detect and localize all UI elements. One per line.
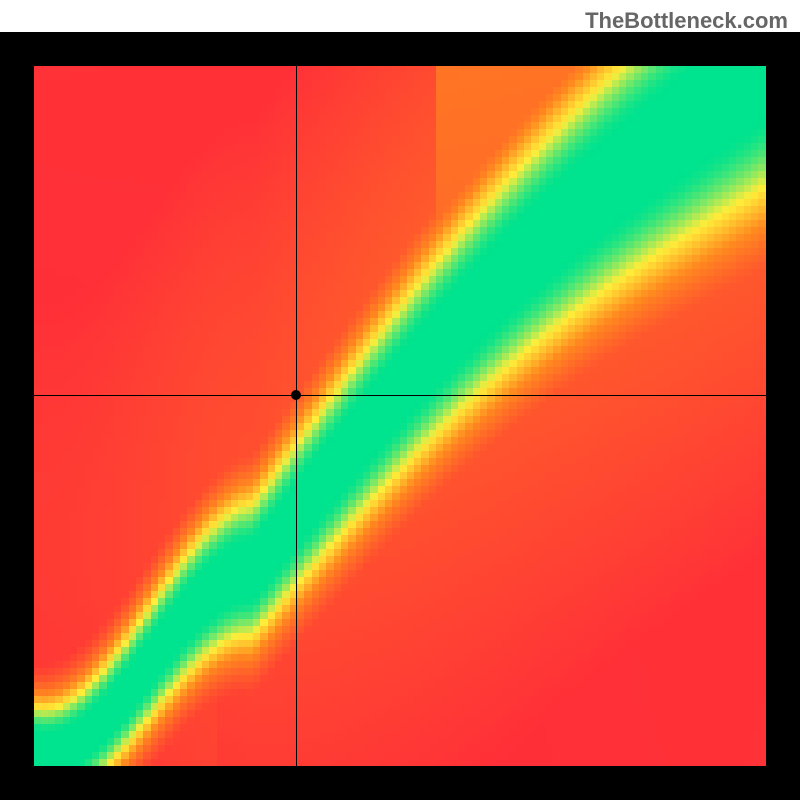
- marker-point: [291, 390, 301, 400]
- watermark-text: TheBottleneck.com: [585, 8, 788, 34]
- crosshair-vertical: [296, 66, 297, 766]
- chart-container: TheBottleneck.com: [0, 0, 800, 800]
- heatmap-canvas: [34, 66, 766, 766]
- crosshair-horizontal: [34, 395, 766, 396]
- outer-frame: [0, 32, 800, 800]
